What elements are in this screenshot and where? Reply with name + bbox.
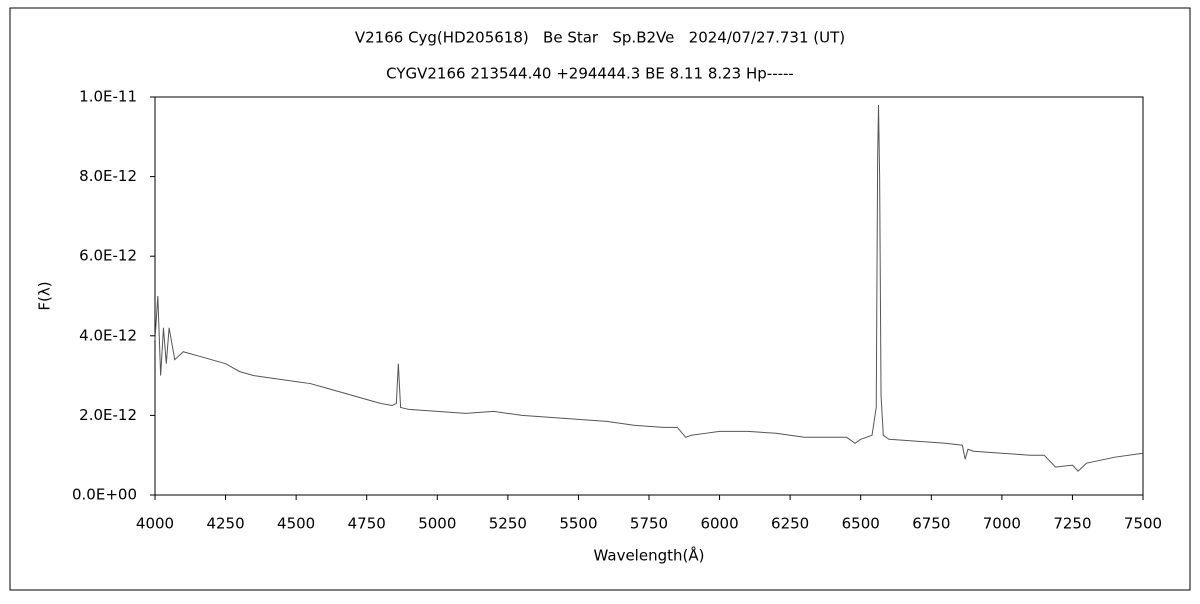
y-tick-label: 6.0E-12 xyxy=(79,247,137,265)
spectrum-line xyxy=(154,104,1144,472)
x-tick-label: 7000 xyxy=(983,515,1021,533)
x-tick-label: 7500 xyxy=(1124,515,1162,533)
x-tick-label: 4250 xyxy=(206,515,244,533)
x-tick-label: 5500 xyxy=(559,515,597,533)
x-tick-label: 7250 xyxy=(1053,515,1091,533)
chart-title: V2166 Cyg(HD205618) Be Star Sp.B2Ve 2024… xyxy=(355,29,845,47)
x-tick-label: 6500 xyxy=(842,515,880,533)
x-tick-label: 6250 xyxy=(771,515,809,533)
x-tick-label: 6750 xyxy=(912,515,950,533)
x-tick-label: 4500 xyxy=(277,515,315,533)
y-tick-label: 1.0E-11 xyxy=(79,88,137,106)
x-tick-label: 5000 xyxy=(418,515,456,533)
y-tick-label: 2.0E-12 xyxy=(79,406,137,424)
y-tick-label: 4.0E-12 xyxy=(79,326,137,344)
x-axis-label: Wavelength(Å) xyxy=(594,546,705,565)
x-tick-label: 4750 xyxy=(348,515,386,533)
chart-frame xyxy=(9,7,1191,591)
x-tick-label: 4000 xyxy=(136,515,174,533)
y-tick-label: 0.0E+00 xyxy=(72,486,137,504)
y-axis-label: F(λ) xyxy=(36,281,54,310)
y-tick-label: 8.0E-12 xyxy=(79,167,137,185)
x-tick-label: 6000 xyxy=(700,515,738,533)
x-tick-label: 5750 xyxy=(630,515,668,533)
x-tick-label: 5250 xyxy=(489,515,527,533)
chart-subtitle: CYGV2166 213544.40 +294444.3 BE 8.11 8.2… xyxy=(386,65,794,83)
